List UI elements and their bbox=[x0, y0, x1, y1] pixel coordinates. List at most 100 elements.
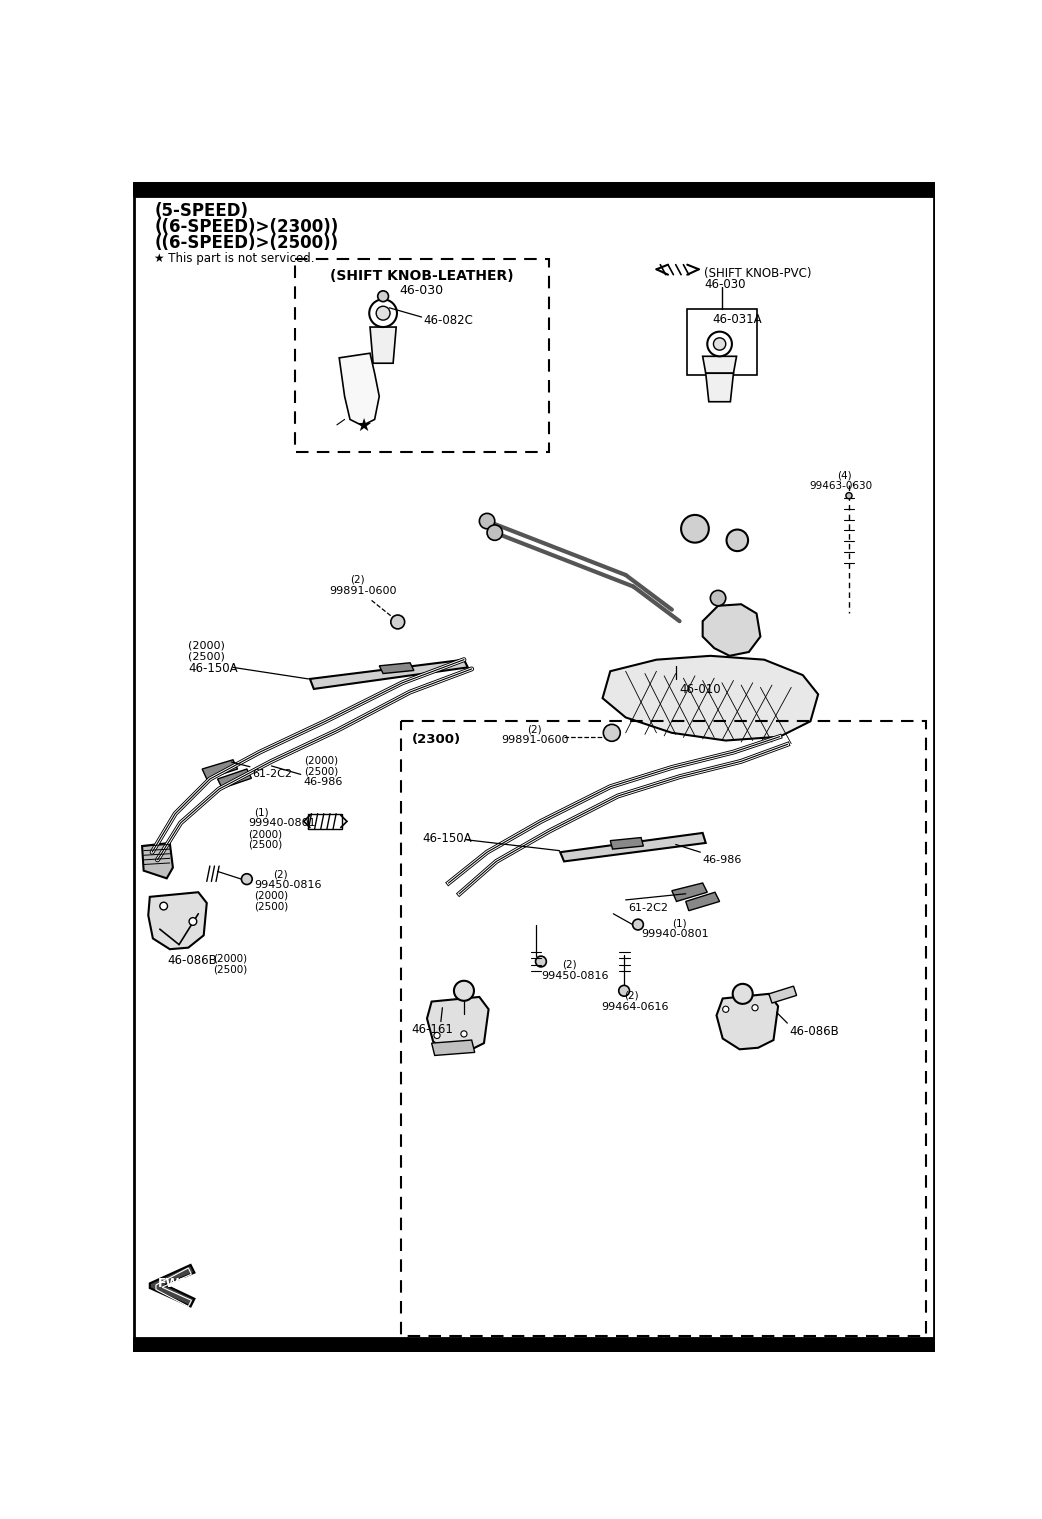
Polygon shape bbox=[150, 1265, 195, 1306]
Text: 46-086B: 46-086B bbox=[789, 1025, 839, 1039]
Circle shape bbox=[619, 986, 629, 996]
Bar bbox=[295, 260, 549, 451]
Text: 99464-0616: 99464-0616 bbox=[601, 1001, 669, 1012]
Text: (2000): (2000) bbox=[248, 829, 282, 838]
Polygon shape bbox=[717, 993, 778, 1050]
Polygon shape bbox=[148, 892, 206, 949]
Text: ((6-SPEED)>(2500)): ((6-SPEED)>(2500)) bbox=[154, 234, 339, 252]
Text: (SHIFT KNOB-PVC): (SHIFT KNOB-PVC) bbox=[704, 267, 812, 279]
Text: (2500): (2500) bbox=[248, 840, 282, 849]
Circle shape bbox=[752, 1004, 759, 1010]
Circle shape bbox=[632, 919, 643, 930]
Polygon shape bbox=[427, 996, 489, 1053]
Bar bbox=[401, 722, 926, 1335]
Polygon shape bbox=[370, 327, 396, 363]
Text: (2000): (2000) bbox=[189, 641, 225, 650]
Polygon shape bbox=[672, 883, 708, 901]
Polygon shape bbox=[340, 354, 379, 425]
Text: 99450-0816: 99450-0816 bbox=[541, 971, 609, 981]
Text: 46-030: 46-030 bbox=[704, 278, 746, 290]
Text: (2300): (2300) bbox=[412, 732, 461, 746]
Circle shape bbox=[461, 1031, 467, 1037]
Circle shape bbox=[536, 955, 546, 968]
Text: (2): (2) bbox=[527, 725, 542, 734]
Polygon shape bbox=[602, 656, 818, 741]
Polygon shape bbox=[218, 769, 251, 788]
Text: (1): (1) bbox=[254, 808, 269, 817]
Circle shape bbox=[714, 337, 726, 351]
Circle shape bbox=[726, 530, 748, 551]
Circle shape bbox=[846, 492, 852, 498]
Circle shape bbox=[733, 984, 752, 1004]
Polygon shape bbox=[379, 662, 414, 673]
Text: 61-2C2: 61-2C2 bbox=[628, 902, 668, 913]
Bar bbox=[132, 1338, 935, 1352]
Text: (1): (1) bbox=[672, 919, 687, 928]
Text: 99450-0816: 99450-0816 bbox=[254, 880, 322, 890]
Text: 46-986: 46-986 bbox=[702, 855, 742, 866]
Text: 46-161: 46-161 bbox=[412, 1024, 453, 1036]
Polygon shape bbox=[142, 843, 173, 878]
Text: 46-986: 46-986 bbox=[304, 778, 343, 787]
Polygon shape bbox=[705, 374, 734, 401]
Circle shape bbox=[391, 615, 404, 629]
Text: 46-030: 46-030 bbox=[399, 284, 444, 296]
Polygon shape bbox=[686, 892, 720, 911]
Text: 46-082C: 46-082C bbox=[423, 313, 473, 327]
Text: (2000): (2000) bbox=[304, 756, 338, 766]
Text: ★ This part is not serviced.: ★ This part is not serviced. bbox=[154, 252, 315, 266]
Polygon shape bbox=[431, 1041, 475, 1056]
Circle shape bbox=[708, 331, 731, 357]
Text: ★: ★ bbox=[356, 418, 372, 434]
Circle shape bbox=[433, 1033, 440, 1039]
Text: (2): (2) bbox=[624, 990, 639, 1001]
Text: (2): (2) bbox=[350, 576, 365, 585]
Bar bbox=[132, 182, 935, 196]
Polygon shape bbox=[702, 605, 761, 656]
Text: (2): (2) bbox=[563, 960, 577, 971]
Circle shape bbox=[479, 513, 495, 529]
Circle shape bbox=[723, 1006, 728, 1012]
Circle shape bbox=[487, 526, 502, 541]
Text: (2000): (2000) bbox=[254, 890, 289, 901]
Text: 61-2C2: 61-2C2 bbox=[252, 769, 292, 779]
Circle shape bbox=[159, 902, 168, 910]
Text: (SHIFT KNOB-LEATHER): (SHIFT KNOB-LEATHER) bbox=[329, 269, 514, 283]
Circle shape bbox=[454, 981, 474, 1001]
Circle shape bbox=[377, 290, 389, 302]
Bar bbox=[688, 310, 756, 375]
Polygon shape bbox=[769, 986, 796, 1003]
Circle shape bbox=[189, 917, 197, 925]
Polygon shape bbox=[702, 357, 737, 374]
Text: 99940-0801: 99940-0801 bbox=[641, 930, 709, 939]
Text: (2000): (2000) bbox=[213, 954, 247, 965]
Text: 99891-0600: 99891-0600 bbox=[329, 586, 397, 595]
Text: 99463-0630: 99463-0630 bbox=[809, 482, 872, 491]
Circle shape bbox=[711, 591, 726, 606]
Text: (2500): (2500) bbox=[304, 767, 338, 776]
Text: 46-150A: 46-150A bbox=[422, 832, 472, 845]
Text: (2500): (2500) bbox=[213, 965, 247, 975]
Text: ((6-SPEED)>(2300)): ((6-SPEED)>(2300)) bbox=[154, 217, 339, 235]
Text: (4): (4) bbox=[838, 471, 852, 480]
Polygon shape bbox=[202, 760, 238, 779]
Text: 46-010: 46-010 bbox=[679, 682, 721, 696]
Circle shape bbox=[603, 725, 620, 741]
Text: (5-SPEED): (5-SPEED) bbox=[154, 202, 248, 220]
Polygon shape bbox=[611, 837, 643, 849]
Text: (2): (2) bbox=[273, 869, 288, 880]
Text: 99940-0801: 99940-0801 bbox=[248, 819, 316, 828]
Polygon shape bbox=[561, 832, 705, 861]
Circle shape bbox=[681, 515, 709, 542]
Circle shape bbox=[242, 873, 252, 884]
Polygon shape bbox=[309, 659, 468, 690]
Text: (2500): (2500) bbox=[189, 652, 225, 661]
Text: FWD: FWD bbox=[157, 1277, 190, 1290]
Circle shape bbox=[369, 299, 397, 327]
Circle shape bbox=[376, 307, 390, 321]
Text: 99891-0600: 99891-0600 bbox=[501, 735, 569, 746]
Text: 46-150A: 46-150A bbox=[189, 662, 238, 674]
Text: 46-086B: 46-086B bbox=[168, 954, 217, 966]
Text: (2500): (2500) bbox=[254, 901, 289, 911]
Text: 46-031A: 46-031A bbox=[712, 313, 762, 327]
